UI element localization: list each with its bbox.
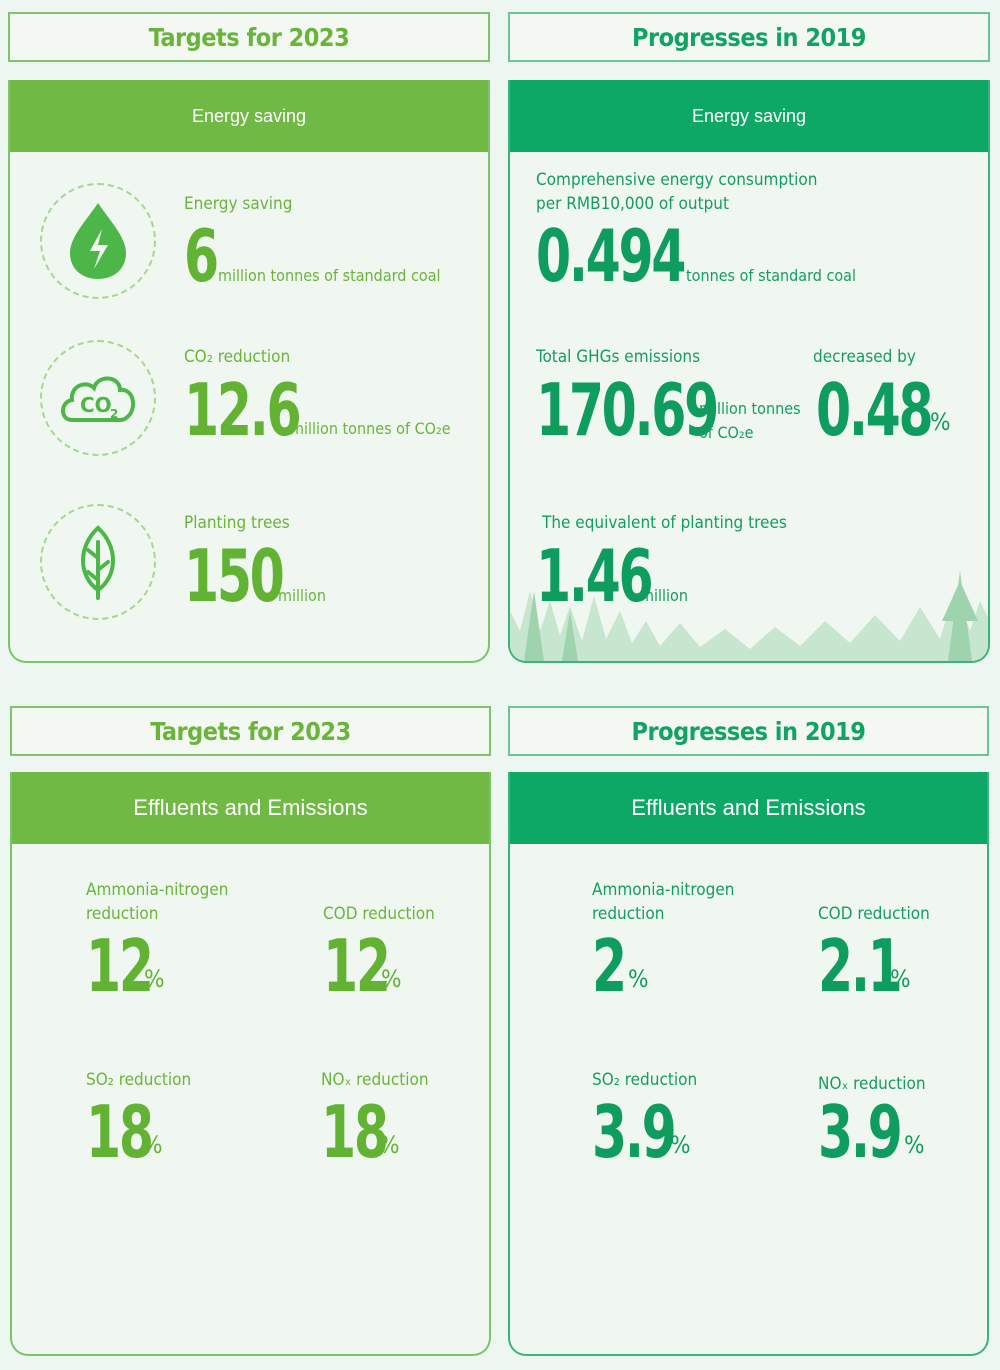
- energy-label: Energy saving: [184, 194, 293, 214]
- co2-value: 12.6: [184, 368, 302, 452]
- trees-label: Planting trees: [184, 513, 290, 533]
- progress-2019-header: Progresses in 2019: [508, 12, 990, 62]
- consumption-unit: tonnes of standard coal: [686, 266, 856, 285]
- trees-unit: million: [640, 586, 688, 605]
- trees-unit: million: [278, 586, 326, 605]
- consumption-label-2: per RMB10,000 of output: [536, 194, 729, 214]
- panel-title-bar: Energy saving: [10, 80, 488, 152]
- panel-title: Energy saving: [191, 105, 307, 126]
- co2-cloud-icon: CO 2: [61, 376, 136, 422]
- header-text: Progresses in 2019: [632, 22, 866, 52]
- svg-text:2: 2: [110, 407, 118, 421]
- nox-value: 18: [321, 1090, 389, 1174]
- cod-label: COD reduction: [818, 904, 930, 924]
- trees-label: The equivalent of planting trees: [542, 513, 787, 533]
- header-text: Progresses in 2019: [631, 716, 866, 746]
- panel-title-bar: Effluents and Emissions: [12, 772, 489, 844]
- so2-unit: %: [142, 1131, 163, 1159]
- panel-title: Effluents and Emissions: [133, 795, 368, 820]
- targets-2023-header: Targets for 2023: [8, 12, 490, 62]
- ammonia-unit: %: [628, 965, 649, 993]
- panel-title-bar: Energy saving: [510, 80, 988, 152]
- consumption-value: 0.494: [536, 214, 686, 298]
- so2-unit: %: [670, 1131, 691, 1159]
- ammonia-label-2: reduction: [592, 904, 665, 924]
- consumption-label-1: Comprehensive energy consumption: [536, 170, 818, 190]
- targets-2023-header-2: Targets for 2023: [10, 706, 491, 756]
- co2-label: CO₂ reduction: [184, 347, 291, 367]
- so2-label: SO₂ reduction: [86, 1070, 192, 1090]
- energy-ring: [40, 183, 156, 299]
- co2-ring: CO 2: [40, 340, 156, 456]
- nox-label: NOₓ reduction: [818, 1074, 926, 1094]
- trees-ring: [40, 504, 156, 620]
- co2-unit: million tonnes of CO₂e: [290, 419, 451, 438]
- nox-unit: %: [904, 1131, 925, 1159]
- ammonia-value: 12: [86, 924, 154, 1008]
- ammonia-label-1: Ammonia-nitrogen: [592, 880, 735, 900]
- trees-value: 1.46: [536, 534, 654, 618]
- forest-illustration: [510, 571, 988, 661]
- ammonia-unit: %: [144, 965, 165, 993]
- progress-effluents-panel: Effluents and Emissions Ammonia-nitrogen…: [508, 772, 989, 1356]
- trees-value: 150: [184, 534, 285, 618]
- panel-title: Energy saving: [691, 105, 807, 126]
- nox-value: 3.9: [818, 1090, 903, 1174]
- progress-2019-header-2: Progresses in 2019: [508, 706, 989, 756]
- decrease-value: 0.48: [816, 368, 934, 452]
- nox-unit: %: [379, 1131, 400, 1159]
- header-text: Targets for 2023: [148, 22, 350, 52]
- cod-value: 12: [323, 924, 391, 1008]
- targets-energy-panel: Energy saving Energy saving 6 million to…: [8, 80, 490, 663]
- nox-label: NOₓ reduction: [321, 1070, 429, 1090]
- so2-value: 3.9: [592, 1090, 677, 1174]
- ghg-unit-1: million tonnes: [699, 399, 801, 418]
- energy-drop-icon: [70, 203, 126, 279]
- cod-label: COD reduction: [323, 904, 435, 924]
- ammonia-label-2: reduction: [86, 904, 159, 924]
- so2-value: 18: [86, 1090, 154, 1174]
- cod-value: 2.1: [818, 924, 903, 1008]
- ammonia-label-1: Ammonia-nitrogen: [86, 880, 229, 900]
- decrease-unit: %: [930, 408, 951, 436]
- cod-unit: %: [890, 965, 911, 993]
- energy-unit: million tonnes of standard coal: [218, 266, 441, 285]
- energy-value: 6: [184, 214, 219, 298]
- header-text: Targets for 2023: [150, 716, 351, 746]
- decrease-label: decreased by: [813, 347, 916, 367]
- ghg-unit-2: of CO₂e: [699, 423, 754, 442]
- progress-energy-panel: Energy saving Comprehensive energy consu…: [508, 80, 990, 663]
- leaf-icon: [81, 525, 115, 600]
- svg-text:CO: CO: [80, 393, 112, 417]
- ghg-value: 170.69: [536, 368, 719, 452]
- ghg-label: Total GHGs emissions: [536, 347, 701, 367]
- so2-label: SO₂ reduction: [592, 1070, 698, 1090]
- cod-unit: %: [381, 965, 402, 993]
- targets-effluents-panel: Effluents and Emissions Ammonia-nitrogen…: [10, 772, 491, 1356]
- panel-title: Effluents and Emissions: [631, 795, 866, 820]
- panel-title-bar: Effluents and Emissions: [510, 772, 987, 844]
- ammonia-value: 2: [592, 924, 627, 1008]
